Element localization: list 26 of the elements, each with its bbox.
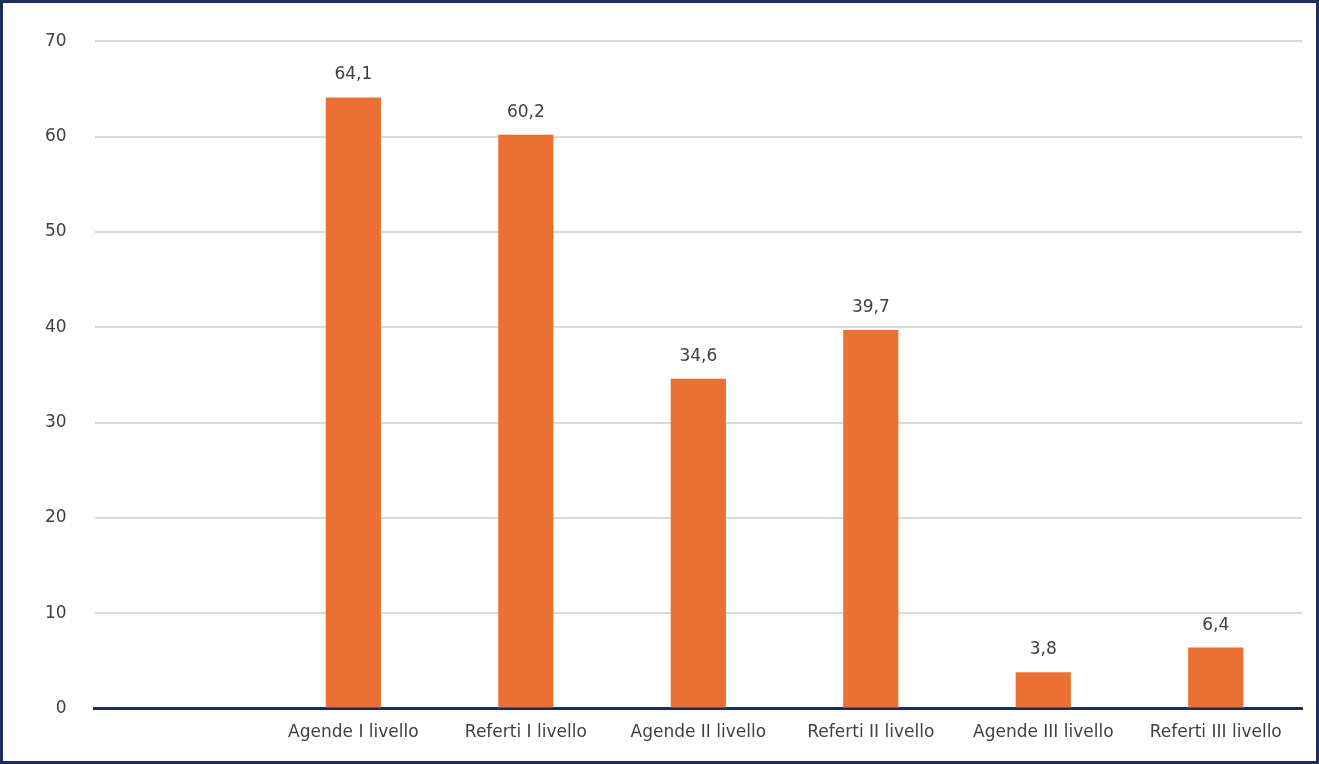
- data-label: 34,6: [679, 344, 718, 365]
- y-tick-label: 50: [44, 220, 67, 241]
- bar: [843, 330, 899, 708]
- bar: [1015, 672, 1071, 708]
- y-tick-label: 0: [55, 697, 67, 718]
- data-label: 39,7: [851, 296, 890, 317]
- x-tick-label: Referti I livello: [464, 721, 587, 742]
- data-label: 6,4: [1202, 613, 1230, 634]
- y-tick-label: 30: [44, 410, 67, 431]
- y-tick-label: 20: [44, 506, 67, 527]
- bar: [498, 134, 554, 708]
- x-tick-label: Agende III livello: [972, 721, 1114, 742]
- bar: [670, 378, 726, 708]
- data-label: 60,2: [506, 100, 545, 121]
- x-tick-label: Agende I livello: [288, 721, 419, 742]
- bar: [325, 97, 381, 708]
- y-tick-label: 10: [44, 601, 67, 622]
- x-tick-label: Referti II livello: [807, 721, 935, 742]
- y-tick-label: 70: [44, 29, 67, 50]
- data-label: 64,1: [334, 63, 373, 84]
- y-tick-label: 60: [44, 124, 67, 145]
- data-label: 3,8: [1029, 638, 1057, 659]
- y-tick-label: 40: [44, 315, 67, 336]
- bar: [1188, 647, 1244, 708]
- x-tick-label: Referti III livello: [1149, 721, 1282, 742]
- x-tick-label: Agende II livello: [630, 721, 767, 742]
